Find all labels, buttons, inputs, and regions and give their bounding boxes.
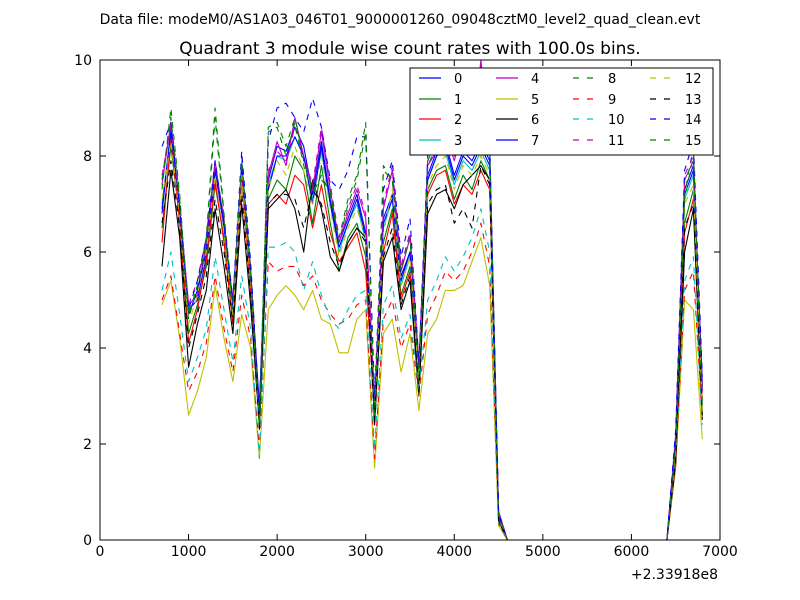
x-tick-label: 2000 (259, 544, 295, 560)
x-tick-label: 6000 (614, 544, 650, 560)
legend-label-14: 14 (685, 113, 702, 128)
series-line-6 (161, 165, 703, 541)
x-tick-label: 5000 (525, 544, 561, 560)
legend-label-9: 9 (608, 93, 616, 108)
x-tick-label: 3000 (348, 544, 384, 560)
y-tick-label: 10 (74, 53, 92, 69)
legend-label-7: 7 (531, 134, 539, 149)
x-tick-label: 1000 (171, 544, 207, 560)
y-tick-label: 8 (83, 149, 92, 165)
x-tick-label: 7000 (702, 544, 738, 560)
legend-label-12: 12 (685, 72, 702, 87)
legend-label-2: 2 (454, 113, 462, 128)
series-line-13 (161, 160, 703, 541)
legend-box (409, 67, 714, 156)
y-tick-label: 4 (83, 341, 92, 357)
series-line-15 (161, 88, 703, 541)
chart-title: Quadrant 3 module wise count rates with … (179, 39, 640, 59)
data-file-label: Data file: modeM0/AS1A03_046T01_90000012… (100, 12, 701, 28)
legend-label-3: 3 (454, 134, 462, 149)
legend-label-15: 15 (685, 134, 702, 149)
plot-frame (99, 59, 721, 541)
legend-label-6: 6 (531, 113, 539, 128)
legend-label-8: 8 (608, 72, 616, 87)
x-axis-offset-label: +2.33918e8 (631, 567, 718, 583)
y-tick-label: 2 (83, 437, 92, 453)
legend-label-5: 5 (531, 93, 539, 108)
y-tick-label: 6 (83, 245, 92, 261)
series-line-5 (161, 237, 703, 541)
series-line-9 (161, 222, 703, 541)
y-tick-label: 0 (83, 533, 92, 549)
x-tick-label: 4000 (436, 544, 472, 560)
x-tick-label: 0 (96, 544, 105, 560)
series-line-10 (161, 208, 703, 541)
legend-label-13: 13 (685, 93, 702, 108)
series-line-1 (161, 145, 703, 541)
legend-label-10: 10 (608, 113, 625, 128)
x-axis: 0 1000 2000 3000 4000 5000 6000 7000 (96, 60, 738, 560)
legend-label-0: 0 (454, 72, 462, 87)
legend-label-1: 1 (454, 93, 462, 108)
legend-label-4: 4 (531, 72, 539, 87)
legend-label-11: 11 (608, 134, 625, 149)
